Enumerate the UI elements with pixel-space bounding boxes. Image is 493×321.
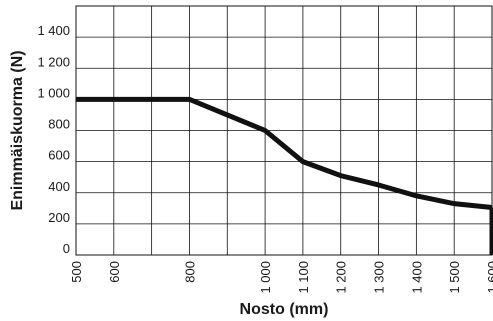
x-tick-label: 1 000 [258, 261, 273, 294]
y-tick-label: 400 [48, 179, 70, 194]
x-axis-title: Nosto (mm) [240, 301, 329, 318]
x-tick-label: 600 [107, 261, 122, 283]
grid [76, 6, 492, 255]
x-tick-label: 1 100 [296, 261, 311, 294]
x-tick-label: 500 [69, 261, 84, 283]
y-tick-labels: 0 200 400 600 800 1 000 1 200 1 400 [37, 23, 70, 256]
x-tick-labels: 500 600 800 1 000 1 100 1 200 1 300 1 400 1 500 1… [69, 261, 493, 294]
y-tick-label: 1 000 [37, 85, 70, 100]
y-tick-label: 200 [48, 210, 70, 225]
y-tick-label: 1 400 [37, 23, 70, 38]
y-tick-label: 800 [48, 117, 70, 132]
x-tick-label: 800 [182, 261, 197, 283]
x-tick-label: 1 500 [447, 261, 462, 294]
x-tick-label: 1 200 [334, 261, 349, 294]
x-tick-label: 1 300 [372, 261, 387, 294]
plot-frame [75, 5, 493, 256]
y-tick-label: 0 [63, 241, 70, 256]
y-tick-label: 600 [48, 148, 70, 163]
y-tick-label: 1 200 [37, 54, 70, 69]
x-tick-label: 1 600 [485, 261, 493, 294]
y-axis-title: Enimmäiskuorma (N) [9, 50, 26, 210]
series-layer [76, 96, 493, 255]
series-line [76, 96, 493, 211]
x-tick-label: 1 400 [409, 261, 424, 294]
